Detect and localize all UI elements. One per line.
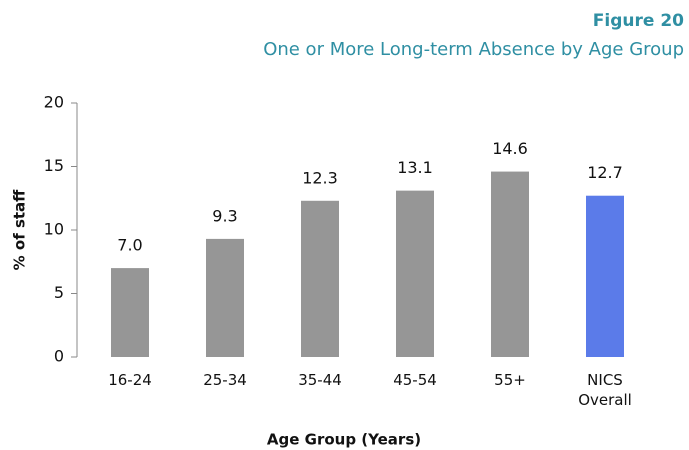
- x-axis-title: Age Group (Years): [267, 431, 421, 449]
- data-label: 7.0: [117, 236, 142, 255]
- x-tick-label: 16-24: [108, 371, 152, 389]
- x-tick-label: 55+: [494, 371, 526, 389]
- data-label: 12.7: [587, 163, 623, 182]
- y-axis-title: % of staff: [11, 189, 29, 271]
- data-label: 9.3: [212, 206, 237, 225]
- x-tick-label: 35-44: [298, 371, 342, 389]
- y-tick-label: 0: [54, 347, 64, 366]
- bar: [586, 195, 624, 357]
- bar: [111, 268, 149, 357]
- data-label: 12.3: [302, 168, 338, 187]
- chart-subtitle: One or More Long-term Absence by Age Gro…: [263, 39, 684, 60]
- x-tick-label: 25-34: [203, 371, 247, 389]
- x-tick-label: 45-54: [393, 371, 437, 389]
- y-tick-label: 5: [54, 283, 64, 302]
- bar: [396, 190, 434, 357]
- bar: [206, 238, 244, 357]
- bar: [491, 171, 529, 357]
- bar: [301, 200, 339, 357]
- y-tick-label: 10: [44, 220, 64, 239]
- y-tick-label: 20: [44, 93, 64, 112]
- x-tick-label: NICS Overall: [578, 371, 632, 409]
- data-label: 13.1: [397, 158, 433, 177]
- figure-label: Figure 20: [593, 11, 684, 31]
- data-label: 14.6: [492, 139, 528, 158]
- y-tick-label: 15: [44, 156, 64, 175]
